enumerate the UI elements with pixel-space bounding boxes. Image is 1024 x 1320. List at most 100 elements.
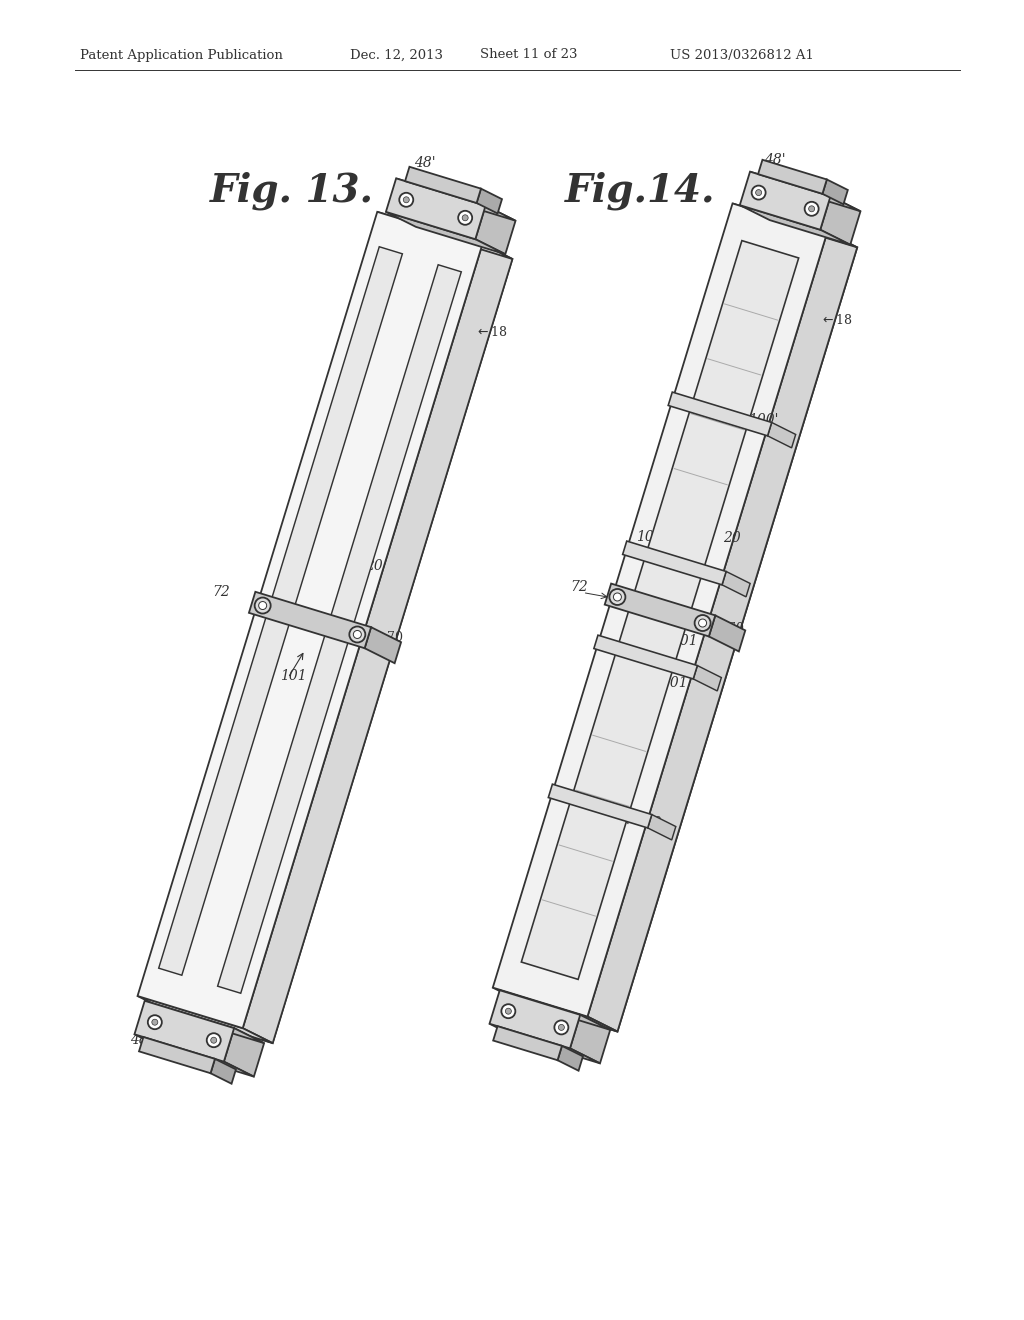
Polygon shape (364, 630, 391, 656)
Polygon shape (137, 211, 482, 1028)
Polygon shape (168, 227, 512, 1043)
Polygon shape (377, 211, 512, 259)
Polygon shape (557, 1045, 583, 1071)
Circle shape (255, 598, 270, 614)
Circle shape (506, 1008, 511, 1014)
Polygon shape (406, 166, 481, 203)
Polygon shape (758, 160, 826, 194)
Polygon shape (137, 997, 272, 1043)
Text: 72: 72 (212, 585, 230, 599)
Circle shape (756, 190, 762, 195)
Polygon shape (739, 172, 830, 230)
Polygon shape (211, 1059, 236, 1084)
Polygon shape (750, 172, 860, 211)
Polygon shape (386, 178, 485, 239)
Polygon shape (386, 211, 505, 255)
Circle shape (399, 193, 414, 207)
Circle shape (403, 197, 410, 203)
Text: 20: 20 (366, 560, 383, 573)
Text: Patent Application Publication: Patent Application Publication (80, 49, 283, 62)
Text: $\leftarrow$70: $\leftarrow$70 (371, 630, 403, 644)
Polygon shape (648, 814, 676, 840)
Polygon shape (820, 197, 860, 244)
Circle shape (805, 202, 818, 215)
Text: 48': 48' (414, 156, 435, 170)
Polygon shape (476, 189, 502, 214)
Polygon shape (159, 247, 402, 975)
Circle shape (752, 186, 766, 199)
Polygon shape (570, 1015, 610, 1064)
Text: 101: 101 (636, 529, 663, 544)
Circle shape (207, 1034, 221, 1047)
Text: 48': 48' (764, 153, 785, 166)
Polygon shape (709, 615, 745, 652)
Polygon shape (134, 1001, 234, 1061)
Polygon shape (243, 244, 512, 1043)
Circle shape (698, 619, 707, 627)
Polygon shape (224, 1028, 264, 1077)
Text: $\leftarrow$70: $\leftarrow$70 (713, 622, 744, 635)
Polygon shape (493, 987, 617, 1031)
Circle shape (613, 593, 622, 601)
Circle shape (609, 589, 626, 605)
Polygon shape (489, 990, 581, 1048)
Polygon shape (548, 784, 652, 828)
Polygon shape (605, 583, 716, 636)
Circle shape (211, 1038, 217, 1043)
Polygon shape (768, 422, 796, 447)
Text: $\leftarrow$18: $\leftarrow$18 (820, 313, 853, 327)
Circle shape (147, 1015, 162, 1030)
Circle shape (694, 615, 711, 631)
Circle shape (152, 1019, 158, 1026)
Polygon shape (249, 591, 371, 648)
Polygon shape (739, 205, 850, 244)
Polygon shape (669, 392, 772, 436)
Text: 101: 101 (671, 634, 697, 648)
Polygon shape (253, 597, 368, 644)
Text: Dec. 12, 2013: Dec. 12, 2013 (350, 49, 443, 62)
Polygon shape (396, 178, 515, 220)
Circle shape (809, 206, 815, 211)
Text: US 2013/0326812 A1: US 2013/0326812 A1 (670, 49, 814, 62)
Polygon shape (139, 1038, 215, 1073)
Text: 48: 48 (130, 1034, 148, 1047)
Text: 101: 101 (280, 669, 306, 682)
Circle shape (349, 627, 366, 643)
Text: Fig.14.: Fig.14. (565, 172, 716, 210)
Text: 20: 20 (292, 536, 309, 550)
Circle shape (502, 1005, 515, 1018)
Polygon shape (134, 1035, 254, 1077)
Circle shape (458, 211, 472, 224)
Circle shape (259, 602, 266, 610)
Polygon shape (822, 180, 848, 205)
Polygon shape (588, 232, 857, 1031)
Text: $\leftarrow$18: $\leftarrow$18 (475, 325, 508, 338)
Text: 100': 100' (748, 413, 778, 426)
Polygon shape (523, 218, 857, 1031)
Polygon shape (218, 265, 461, 993)
Polygon shape (693, 665, 721, 690)
Text: 72: 72 (570, 579, 589, 594)
Polygon shape (489, 1024, 600, 1064)
Polygon shape (494, 1026, 562, 1060)
Polygon shape (594, 635, 697, 678)
Circle shape (554, 1020, 568, 1035)
Circle shape (462, 215, 468, 220)
Polygon shape (493, 203, 827, 1016)
Polygon shape (521, 240, 799, 979)
Polygon shape (722, 572, 751, 597)
Circle shape (353, 631, 361, 639)
Polygon shape (475, 206, 515, 255)
Text: Fig. 13.: Fig. 13. (210, 172, 374, 210)
Circle shape (558, 1024, 564, 1031)
Polygon shape (365, 627, 401, 663)
Polygon shape (500, 990, 610, 1030)
Polygon shape (732, 203, 857, 247)
Polygon shape (144, 1001, 264, 1043)
Text: 101: 101 (660, 676, 687, 690)
Text: Sheet 11 of 23: Sheet 11 of 23 (480, 49, 578, 62)
Text: 20: 20 (723, 531, 740, 545)
Polygon shape (623, 541, 726, 585)
Text: 48: 48 (498, 1026, 515, 1039)
Text: $\leftarrow$100: $\leftarrow$100 (622, 814, 663, 829)
